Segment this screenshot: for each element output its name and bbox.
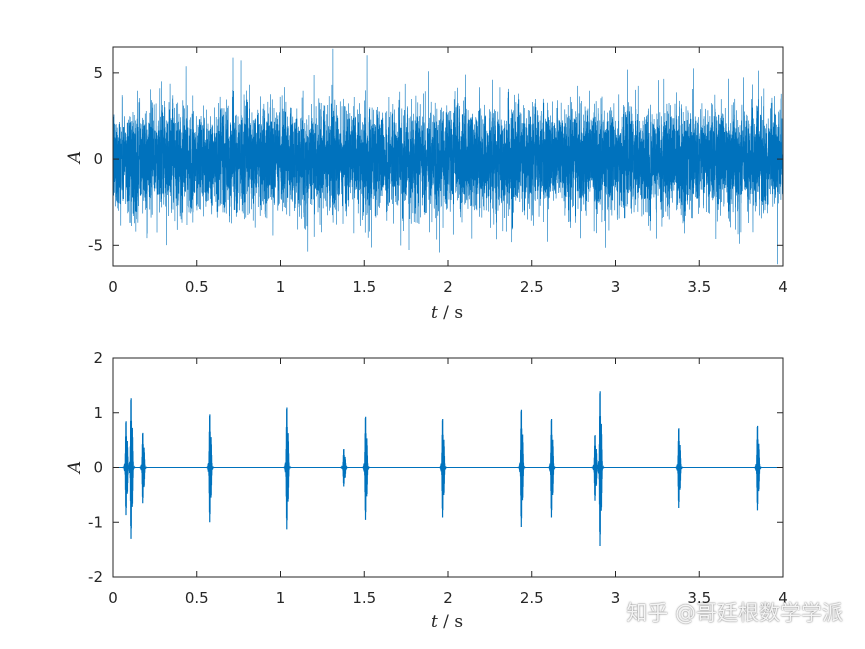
top-xlabel: t / s — [431, 303, 463, 323]
top-ticks: 0 0.5 1 1.5 2 2.5 3 3.5 4 -5 0 5 — [88, 47, 788, 296]
bottom-impulse — [361, 416, 370, 520]
bottom-ytick-label: 0 — [93, 459, 103, 477]
bottom-ytick-label: 2 — [93, 349, 103, 367]
bottom-chart: 0 0.5 1 1.5 2 2.5 3 3.5 4 -2 -1 0 1 2 A t / s — [65, 349, 788, 632]
bottom-xlabel-unit: / s — [438, 612, 463, 632]
bottom-xtick-label: 1.5 — [352, 589, 376, 607]
top-xtick-label: 0.5 — [185, 278, 209, 296]
bottom-impulse — [675, 428, 684, 508]
bottom-xtick-label: 1 — [276, 589, 286, 607]
top-signal-group — [112, 48, 784, 265]
top-ytick-label: -5 — [88, 236, 103, 254]
bottom-xtick-label: 3.5 — [687, 589, 711, 607]
top-chart: 0 0.5 1 1.5 2 2.5 3 3.5 4 -5 0 5 A t / s — [65, 46, 788, 323]
bottom-xtick-label: 2.5 — [520, 589, 544, 607]
bottom-ylabel: A — [65, 461, 85, 475]
bottom-impulse — [139, 432, 148, 504]
top-xtick-label: 2.5 — [520, 278, 544, 296]
top-ytick-label: 0 — [93, 150, 103, 168]
bottom-xtick-label: 4 — [778, 589, 788, 607]
bottom-impulse — [517, 409, 526, 527]
top-xtick-label: 3 — [611, 278, 621, 296]
top-xtick-label: 2 — [443, 278, 453, 296]
bottom-impulse — [438, 418, 447, 518]
bottom-xtick-label: 2 — [443, 589, 453, 607]
top-xtick-label: 1 — [276, 278, 286, 296]
bottom-impulse — [547, 418, 556, 518]
top-ytick-label: 5 — [93, 64, 103, 82]
bottom-signal-group — [113, 391, 783, 547]
bottom-impulse — [283, 407, 292, 530]
top-xlabel-var: t — [431, 303, 438, 323]
bottom-ticks: 0 0.5 1 1.5 2 2.5 3 3.5 4 -2 -1 0 1 2 — [88, 349, 788, 607]
top-xtick-label: 3.5 — [687, 278, 711, 296]
bottom-ytick-label: -1 — [88, 513, 103, 531]
top-signal-line — [112, 48, 784, 265]
bottom-impulse — [596, 391, 605, 547]
top-xtick-label: 0 — [108, 278, 118, 296]
bottom-impulse — [127, 398, 136, 539]
bottom-xtick-label: 0 — [108, 589, 118, 607]
bottom-impulse — [340, 449, 349, 487]
bottom-impulse — [206, 414, 215, 523]
bottom-xlabel: t / s — [431, 612, 463, 632]
top-xtick-label: 1.5 — [352, 278, 376, 296]
top-xtick-label: 4 — [778, 278, 788, 296]
top-xlabel-unit: / s — [438, 303, 463, 323]
bottom-xlabel-var: t — [431, 612, 438, 632]
top-ylabel: A — [65, 151, 85, 165]
bottom-xtick-label: 0.5 — [185, 589, 209, 607]
bottom-ytick-label: -2 — [88, 568, 103, 586]
bottom-ytick-label: 1 — [93, 404, 103, 422]
bottom-xtick-label: 3 — [611, 589, 621, 607]
watermark-text: 知乎 @哥廷根数学学派 — [626, 601, 843, 625]
bottom-impulse — [753, 425, 762, 511]
